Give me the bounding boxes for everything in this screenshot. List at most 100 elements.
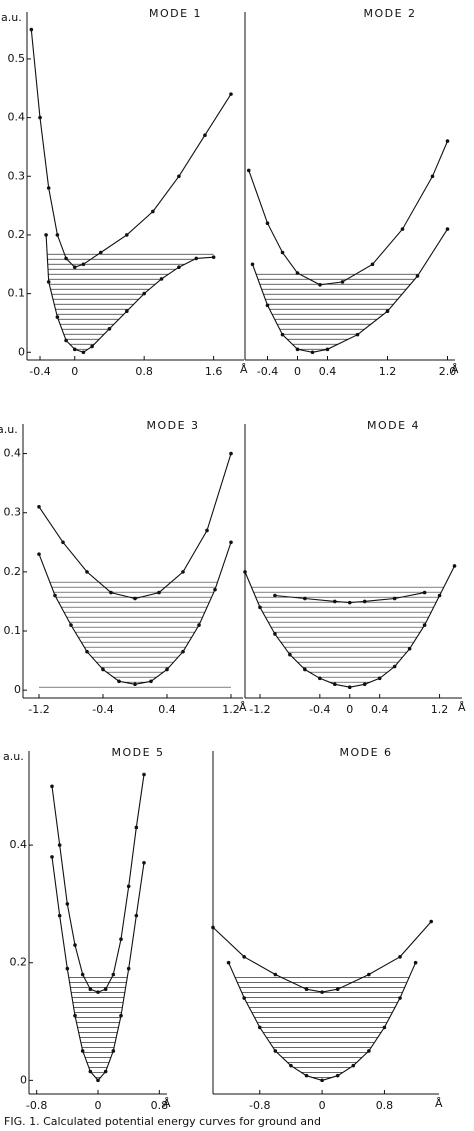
curve-point [452,564,457,568]
x-axis-unit: Å [239,701,247,714]
curve-point [73,943,77,947]
x-tick-label: 0.4 [158,703,176,716]
x-tick-label: -0.8 [26,1099,47,1112]
curve-point [72,265,77,270]
y-tick-label: 0.2 [8,228,26,241]
curve-point [55,233,60,237]
y-tick-label: 0.4 [10,838,28,851]
curve-point [335,1073,340,1078]
curve-point [242,996,246,1000]
curve-point [335,987,340,991]
x-axis-unit: Å [435,1097,443,1110]
curve-point [157,590,161,595]
curve-point [295,271,300,275]
x-tick-label: 1.6 [205,365,223,378]
curve-point [445,139,450,143]
curve-point [107,327,112,331]
panel-title: MODE 4 [367,419,420,432]
curve-point [80,1049,85,1053]
x-tick-label: 2.0 [439,365,457,378]
y-tick-label: 0.2 [4,565,22,578]
curve-point [65,966,70,971]
x-tick-label: 0.8 [135,365,153,378]
curve-point [422,590,427,595]
curve-point [211,255,216,260]
curve-point [81,262,86,267]
curve-point [370,262,375,267]
curve-point [265,303,270,308]
curve-point [72,347,77,352]
curve-point [392,596,397,601]
curve-point [133,596,137,601]
curve-point [265,221,270,225]
curve [248,140,449,286]
panel-title: MODE 1 [149,7,202,20]
curve-point [57,913,62,918]
x-tick-label: 0.8 [151,1099,169,1112]
y-tick-label: 0.1 [4,624,22,637]
curve-point [37,552,41,556]
x-tick-label: 0.8 [376,1099,394,1112]
curve-point [133,682,137,687]
curve-point [181,649,185,654]
y-tick-label: 0.4 [4,447,22,460]
y-tick-label: 0.3 [8,169,26,182]
x-tick-label: 1.2 [379,365,397,378]
curve-point [382,1025,387,1030]
curve-point [385,309,390,314]
x-tick-label: -1.2 [249,703,270,716]
x-tick-label: -0.4 [92,703,113,716]
curve-point [50,784,54,789]
x-tick-label: 0 [95,1099,102,1112]
curve-point [64,338,68,343]
curve-point [413,960,418,965]
curve-point [64,256,68,261]
curve-point [73,1013,77,1018]
curve [45,234,214,353]
curve-point [194,256,199,261]
curve-point [177,265,181,270]
curve-point [407,646,412,651]
panel-title: MODE 6 [339,746,392,759]
curve-point [109,590,113,595]
curve-point [273,632,277,636]
curve-point [96,990,100,994]
curve-point [280,250,285,255]
curve-point [65,902,70,906]
curve-point [46,280,51,284]
curve-point [347,685,352,690]
panel-title: MODE 5 [111,746,164,759]
curve-point [61,540,65,545]
curve-point [340,280,345,284]
curve-point [415,274,420,278]
curve-point [430,174,435,179]
curve-point [362,599,367,604]
curve-point [347,600,352,605]
curve-point [197,623,201,627]
curve-point [126,884,131,889]
x-axis-unit: Å [163,1097,171,1110]
curve-point [229,451,233,456]
curve-point [111,972,116,977]
curve-point [159,277,164,281]
curve-point [85,570,89,574]
x-tick-label: -0.4 [29,365,50,378]
y-tick-label: 0.1 [8,287,26,300]
curve-point [367,972,371,977]
curve-point [101,667,105,672]
curve-point [149,679,153,684]
x-tick-label: -0.8 [249,1099,270,1112]
curve-point [103,1069,108,1074]
curve-point [38,115,42,120]
y-tick-label: 0 [18,345,25,358]
x-tick-label: 0.4 [371,703,389,716]
curve-point [246,168,251,173]
y-tick-label: 0.3 [4,506,22,519]
x-axis-unit: Å [451,363,459,376]
curve-point [445,227,450,231]
curve-point [46,186,51,190]
curve-point [142,291,146,296]
y-tick-label: 0 [20,1073,27,1086]
x-tick-label: 1.2 [222,703,240,716]
